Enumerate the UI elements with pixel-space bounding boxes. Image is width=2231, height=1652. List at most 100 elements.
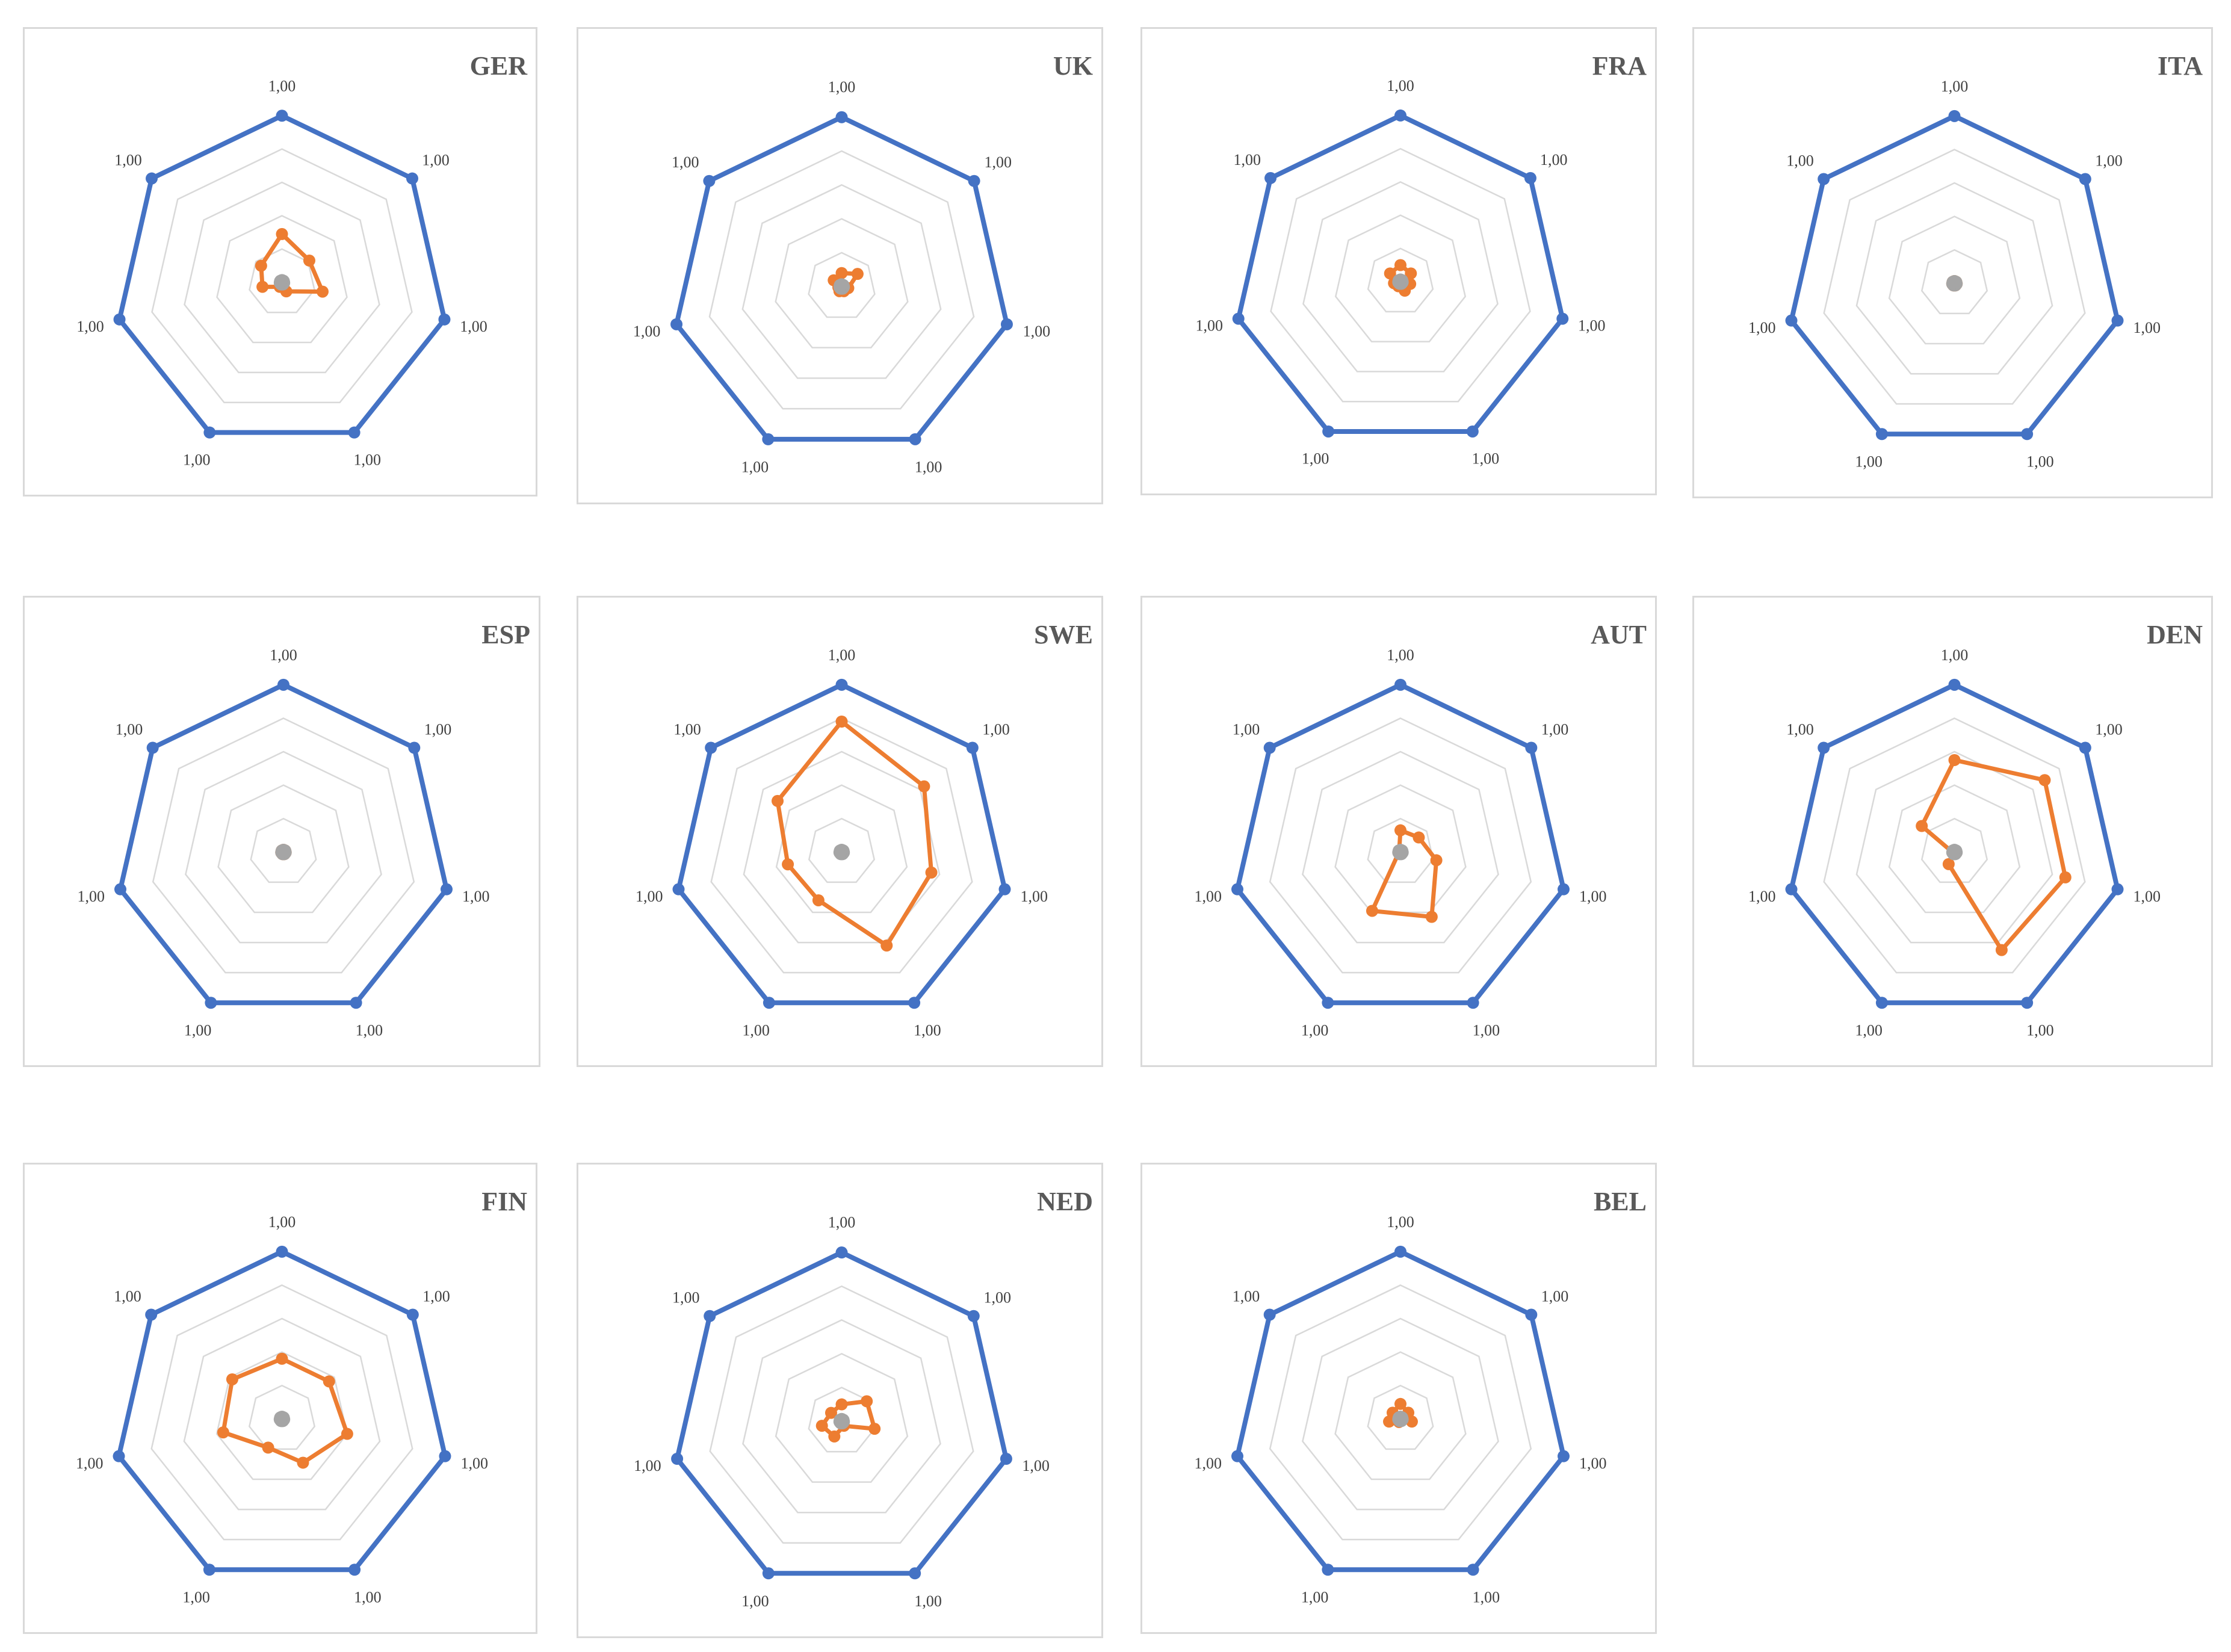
gridline: [709, 1285, 974, 1544]
chart-title: UK: [1053, 51, 1093, 81]
axis-label: 1,00: [1786, 152, 1814, 169]
radar-panel-fra: FRA 1,00 1,00 1,00 1,00 1,00 1,00 1,00: [1140, 27, 1657, 495]
series-point: [925, 866, 938, 879]
series-point: [1366, 905, 1378, 917]
series-point: [1394, 259, 1406, 271]
series-point: [1916, 820, 1928, 832]
series-point: [703, 175, 716, 187]
series-point: [828, 1430, 841, 1443]
chart-title: NED: [1037, 1187, 1093, 1216]
series-point: [276, 227, 288, 240]
series-point: [1557, 883, 1570, 896]
series-point: [812, 894, 825, 906]
series-point: [275, 844, 289, 858]
gridline: [250, 817, 317, 883]
axis-label: 1,00: [354, 451, 382, 469]
axis-label: 1,00: [1387, 646, 1414, 664]
series-point: [1556, 312, 1569, 325]
series-point: [1322, 425, 1335, 438]
series-point: [1394, 678, 1406, 691]
series-point: [868, 1423, 881, 1435]
axis-label: 1,00: [1196, 317, 1224, 335]
series-point: [998, 883, 1011, 896]
axis-label: 1,00: [914, 1021, 941, 1039]
series-point: [763, 997, 775, 1009]
gridline: [1823, 149, 2086, 405]
chart-title: FRA: [1592, 51, 1647, 81]
gridline: [216, 215, 348, 344]
gridline: [1367, 247, 1434, 313]
series-point: [909, 1567, 921, 1580]
series-point: [1392, 1411, 1406, 1425]
series-point: [203, 426, 216, 439]
gridline: [183, 1317, 381, 1511]
axis-label: 1,00: [422, 1287, 450, 1305]
axis-label: 1,00: [1473, 1588, 1500, 1606]
radar-panel-aut: AUT 1,00 1,00 1,00 1,00 1,00 1,00 1,00: [1140, 596, 1657, 1067]
gridline: [775, 784, 908, 914]
series-point: [782, 858, 794, 871]
gridline: [742, 1319, 941, 1514]
series-point: [2111, 314, 2124, 327]
axis-label: 1,00: [1387, 1213, 1414, 1231]
series-point: [1467, 997, 1479, 1009]
axis-label: 1,00: [1023, 323, 1051, 340]
gridline: [1367, 1384, 1434, 1450]
series-point: [303, 254, 315, 267]
series-line: [674, 114, 1009, 442]
series-point: [1405, 1415, 1418, 1428]
radar-panel-esp: ESP 1,00 1,00 1,00 1,00 1,00 1,00 1,00: [23, 596, 540, 1067]
axis-label: 1,00: [1541, 1287, 1569, 1305]
radar-panel-fin: FIN 1,00 1,00 1,00 1,00 1,00 1,00 1,00: [23, 1163, 537, 1634]
series-point: [1322, 1564, 1334, 1576]
series-point: [1394, 1245, 1406, 1258]
series-point: [908, 997, 921, 1009]
axis-label: 1,00: [1387, 77, 1414, 94]
axis-label: 1,00: [462, 888, 490, 905]
series-point: [114, 883, 127, 896]
series-point: [1263, 1308, 1276, 1321]
series-point: [113, 1450, 125, 1462]
gridline: [1855, 750, 2053, 944]
series-point: [1263, 741, 1276, 754]
series-point: [297, 1456, 309, 1469]
radar-plot: 1,00 1,00 1,00 1,00 1,00 1,00 1,00: [634, 1214, 1050, 1610]
series-point: [439, 1450, 451, 1462]
axis-label: 1,00: [672, 153, 699, 171]
axis-label: 1,00: [183, 451, 211, 469]
series-point: [1948, 753, 1961, 766]
radar-panel-ned: NED 1,00 1,00 1,00 1,00 1,00 1,00 1,00: [577, 1163, 1103, 1638]
series-point: [2079, 741, 2091, 754]
gridline: [217, 784, 350, 914]
series-point: [861, 1395, 873, 1408]
radar-panel-swe: SWE 1,00 1,00 1,00 1,00 1,00 1,00 1,00: [577, 596, 1103, 1067]
series-point: [1995, 944, 2008, 956]
series-point: [323, 1375, 335, 1388]
axis-label: 1,00: [1472, 450, 1500, 468]
series-point: [704, 1310, 716, 1322]
axis-label: 1,00: [633, 323, 661, 340]
series-point: [146, 172, 158, 185]
series-point: [217, 1426, 229, 1439]
series-point: [1785, 314, 1798, 327]
radar-plot: 1,00 1,00 1,00 1,00 1,00 1,00 1,00: [1748, 646, 2161, 1039]
axis-label: 1,00: [741, 1592, 769, 1610]
series-point: [1467, 1564, 1479, 1576]
series-line: [116, 1249, 448, 1573]
axis-label: 1,00: [1021, 888, 1048, 905]
axis-label: 1,00: [1855, 1021, 1883, 1039]
series-line: [1235, 682, 1566, 1006]
axis-label: 1,00: [983, 1288, 1011, 1306]
series-point: [1948, 678, 1961, 691]
gridline: [710, 717, 973, 974]
gridline: [150, 1284, 413, 1541]
gridline: [775, 218, 909, 348]
series-point: [835, 716, 848, 728]
series-point: [256, 280, 269, 293]
series-point: [1785, 883, 1798, 896]
series-point: [1430, 854, 1443, 867]
series-point: [967, 1310, 980, 1322]
axis-label: 1,00: [742, 1021, 770, 1039]
axis-label: 1,00: [1233, 1287, 1260, 1305]
series-point: [825, 1406, 837, 1419]
